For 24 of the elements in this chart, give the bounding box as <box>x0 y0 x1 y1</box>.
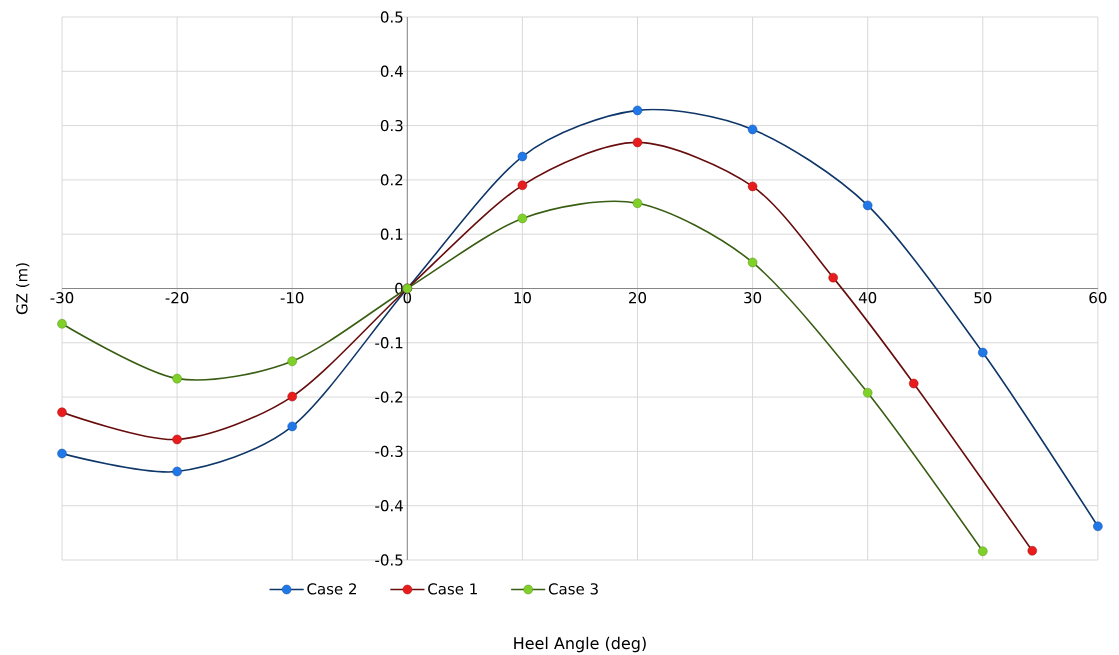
y-tick-label: 0.1 <box>380 228 403 240</box>
x-tick-label: 30 <box>744 292 762 304</box>
x-tick-label: -30 <box>50 292 74 304</box>
y-tick-label: -0.1 <box>375 337 403 349</box>
y-axis-title: GZ (m) <box>15 263 30 315</box>
y-tick-label: 0.3 <box>380 119 403 132</box>
legend-label: Case 1 <box>428 583 477 595</box>
x-tick-label: 60 <box>1089 292 1107 304</box>
legend-label: Case 2 <box>307 583 357 595</box>
x-tick-label: -20 <box>165 292 189 304</box>
x-tick-label: 20 <box>629 292 647 304</box>
x-tick-label: 40 <box>858 292 877 304</box>
y-tick-label: -0.5 <box>375 554 403 566</box>
x-axis-title: Heel Angle (deg) <box>514 636 646 653</box>
x-tick-label: 10 <box>514 292 531 304</box>
y-tick-label: -0.2 <box>375 391 403 403</box>
y-tick-label: -0.4 <box>375 500 403 512</box>
y-tick-label: 0.2 <box>380 174 403 186</box>
y-tick-label: 0.5 <box>380 11 403 23</box>
x-tick-label: 50 <box>974 292 992 304</box>
x-tick-label: -10 <box>280 292 304 304</box>
y-tick-label: 0.4 <box>380 65 403 77</box>
legend-label: Case 3 <box>548 583 598 595</box>
y-tick-label: -0.3 <box>375 445 403 458</box>
